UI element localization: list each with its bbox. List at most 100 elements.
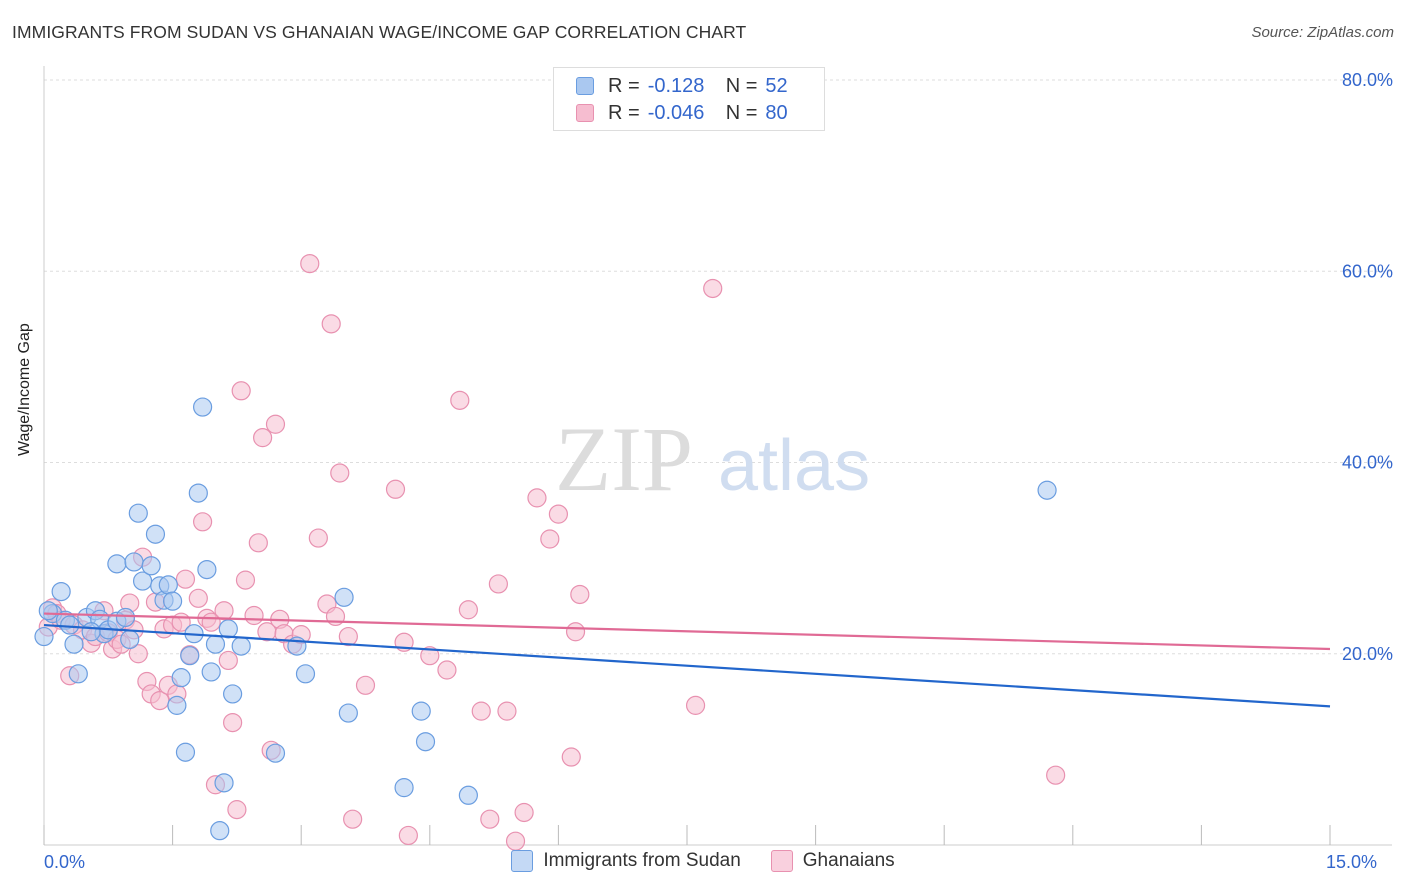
sudan-point [201,662,221,682]
legend-r-value: -0.128 [647,74,705,97]
ghanaians-point [338,626,358,647]
ghanaians-point [570,584,590,605]
ghanaians-point [193,512,213,532]
ghanaians-point [1046,765,1066,785]
trend-lines [43,612,1331,708]
ghanaians-point [497,701,517,721]
axes [43,66,1392,846]
ghanaians-point [188,588,208,608]
ghanaians-point [685,695,706,715]
ghanaians-point [235,570,256,590]
series-legend-swatch-blue [511,850,534,872]
y-tick-labels: 20.0% 40.0% 60.0% 80.0% [1342,70,1393,664]
ghanaians-point [488,574,508,594]
ghanaians-point [565,622,586,642]
ghanaians-point [703,278,723,299]
y-tick-label: 60.0% [1342,261,1393,281]
sudan-point [394,778,414,798]
sudan-point [115,607,136,628]
sudan-point [120,629,140,650]
sudan-point [38,601,58,621]
sudan-point [81,622,101,642]
sudan-point [145,524,166,544]
ghanaians-point [355,675,376,695]
sudan-point [180,646,200,666]
series-sudan [34,397,1057,841]
sudan-point [458,785,478,805]
sudan-point [334,587,354,607]
ghanaians-point [540,529,560,549]
ghanaians-point [385,479,406,499]
ghanaians-point [420,646,440,666]
sudan-point [64,634,84,654]
ghanaians-point [527,488,547,508]
legend-n-value: 52 [765,74,788,97]
sudan-point [167,695,187,715]
ghanaians-point [450,390,470,410]
ghanaians-point [175,569,196,589]
ghanaians-point [471,701,491,721]
ghanaians-point [343,809,363,829]
legend-r-label: R = [608,74,640,97]
legend-r-value: -0.046 [647,101,705,124]
ghanaians-point [330,463,350,483]
y-tick-label: 20.0% [1342,644,1393,664]
x-tick-label-min: 0.0% [44,852,86,872]
sudan-trend-line [43,623,1331,708]
sudan-point [265,743,286,763]
sudan-point [411,701,431,721]
sudan-point [141,556,161,576]
legend-row-ghanaians: R = -0.046 N = 80 [576,100,788,126]
sudan-point [171,668,191,688]
legend-r-label: R = [608,101,640,124]
y-tick-label: 80.0% [1342,70,1393,90]
sudan-point [51,581,71,602]
ghanaians-point [437,660,457,680]
series-legend: Immigrants from Sudan Ghanaians [0,850,1406,872]
y-tick-label: 40.0% [1342,453,1393,473]
sudan-point [107,554,127,574]
ghanaians-point [218,650,238,671]
series-legend-swatch-pink [770,850,793,872]
sudan-point [205,634,226,654]
series-legend-label: Ghanaians [802,850,895,871]
sudan-point [295,664,316,684]
series-ghanaians [38,254,1066,851]
legend-row-sudan: R = -0.128 N = 52 [576,73,788,99]
ghanaians-point [321,314,341,334]
series-legend-item-sudan: Immigrants from Sudan [511,850,741,872]
ghanaians-point [244,605,264,626]
ghanaians-point [561,747,581,767]
ghanaians-point [514,802,534,823]
ghanaians-point [248,533,268,553]
sudan-point [163,591,183,611]
chart-title: IMMIGRANTS FROM SUDAN VS GHANAIAN WAGE/I… [12,22,747,42]
legend-swatch-pink [576,104,594,122]
sudan-point [193,397,213,417]
ghanaians-point [227,800,247,820]
sudan-point [415,732,436,752]
ghanaians-point [480,809,500,829]
sudan-point [197,559,217,580]
legend-n-label: N = [725,101,758,124]
sudan-point [223,684,243,704]
ghanaians-point [398,825,418,846]
watermark-atlas: atlas [718,426,870,506]
sudan-point [214,773,234,793]
y-axis-label: Wage/Income Gap [16,323,33,456]
sudan-point [60,615,80,635]
sudan-point [218,619,238,639]
stats-legend: R = -0.128 N = 52 R = -0.046 N = 80 [553,67,825,131]
ghanaians-point [548,504,569,524]
ghanaians-point [214,601,234,621]
ghanaians-point [253,428,273,448]
sudan-point [231,636,251,656]
sudan-point [124,552,144,572]
sudan-point [128,503,148,523]
ghanaians-point [308,528,328,548]
sudan-point [34,626,54,647]
sudan-point [68,664,88,684]
sudan-point [188,483,208,503]
ghanaians-point [223,712,243,733]
